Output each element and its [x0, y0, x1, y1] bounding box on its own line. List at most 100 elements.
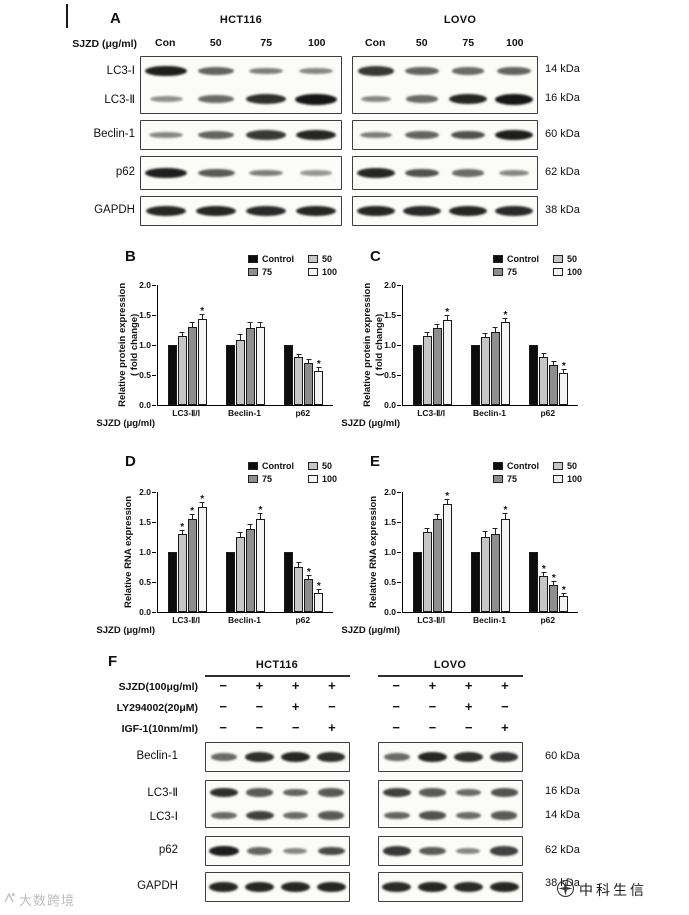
lane — [491, 197, 537, 225]
lane — [486, 781, 522, 804]
x-axis-label: SJZD (μg/ml) — [341, 418, 400, 429]
band — [149, 131, 183, 139]
bar-slot — [432, 492, 442, 612]
legend-label: 75 — [262, 267, 273, 277]
error-bar — [482, 333, 488, 337]
error-bar — [296, 353, 302, 357]
band — [198, 67, 234, 75]
y-tick-label: 0.5 — [384, 370, 401, 380]
lane — [451, 743, 487, 771]
bar — [422, 532, 432, 612]
error-bar — [482, 531, 488, 537]
sign-cell: − — [255, 699, 264, 714]
band — [317, 788, 345, 797]
sign-cell: + — [291, 699, 300, 714]
band — [490, 752, 519, 762]
sign-cell: − — [255, 720, 264, 735]
lane — [491, 157, 537, 189]
band — [195, 205, 237, 217]
band — [450, 130, 486, 140]
lane — [353, 121, 399, 149]
blot-gapdh-lovo — [352, 196, 538, 226]
bar-slot — [480, 285, 490, 405]
y-axis: 0.0 0.5 1.0 1.5 2.0 — [119, 280, 157, 410]
treatment-label-ly294002: LY294002(20μM) — [116, 702, 198, 714]
x-category-label: p62 — [295, 408, 311, 418]
y-tick-label: 1.5 — [384, 310, 401, 320]
blot-beclin1-lovo — [378, 742, 523, 772]
group-underline — [205, 675, 350, 677]
blot-lc3-hct116 — [205, 780, 350, 828]
x-axis-categories: LC3-Ⅱ/Ⅰ Beclin-1 p62 — [402, 408, 577, 419]
dose-row-lovo: Con 50 75 100 — [352, 37, 538, 49]
bar — [529, 345, 539, 405]
band — [211, 811, 237, 820]
bar — [412, 552, 422, 612]
bar-slot: * — [177, 492, 187, 612]
lane — [241, 57, 291, 85]
band — [209, 845, 239, 857]
legend-swatch — [493, 475, 503, 483]
x-axis-label: SJZD (μg/ml) — [96, 625, 155, 636]
legend-item: 50 — [308, 461, 352, 471]
band — [497, 67, 531, 75]
error-bar — [541, 353, 547, 357]
y-tick-label: 1.0 — [139, 340, 156, 350]
lane — [242, 837, 278, 865]
bar-slot: * — [442, 492, 452, 612]
lane — [191, 157, 241, 189]
lane — [206, 781, 242, 804]
band — [405, 67, 439, 75]
significance-star: * — [258, 505, 263, 517]
error-bar — [189, 322, 195, 327]
protein-label-lc3-i: LC3-Ⅰ — [106, 65, 135, 77]
bar-slot — [422, 492, 432, 612]
panel-label-b: B — [125, 248, 136, 265]
kda-label: 60 kDa — [545, 750, 580, 762]
kda-label: 16 kDa — [545, 785, 580, 797]
x-category-label: Beclin-1 — [227, 408, 262, 418]
bar-slot: * — [442, 285, 452, 405]
lane — [313, 781, 349, 804]
bar-slot: * — [314, 285, 324, 405]
treatment-label-sjzd: SJZD(100μg/ml) — [118, 681, 198, 693]
lane — [451, 837, 487, 865]
lane — [278, 837, 314, 865]
bar-slot — [470, 285, 480, 405]
error-bar — [492, 326, 498, 332]
bar — [284, 552, 294, 612]
error-bar — [551, 360, 557, 365]
error-bar — [247, 524, 253, 529]
watermark-left: 大数跨境 — [2, 890, 75, 909]
x-category-label: Beclin-1 — [472, 615, 507, 625]
bar-slot: * — [549, 492, 559, 612]
band — [246, 94, 286, 104]
bar-slot — [245, 492, 255, 612]
kda-label: 62 kDa — [545, 844, 580, 856]
blot-lc3-hct116 — [140, 56, 342, 114]
x-category-label: LC3-Ⅱ/Ⅰ — [172, 408, 201, 418]
lane — [191, 85, 241, 113]
band-row — [141, 197, 341, 225]
lane — [353, 85, 399, 113]
lane — [415, 781, 451, 804]
sign-cell: + — [291, 678, 300, 693]
sign-cell: − — [392, 678, 400, 693]
x-category-label: p62 — [540, 615, 556, 625]
band — [295, 93, 337, 105]
lane — [379, 873, 415, 901]
lane — [278, 804, 314, 827]
band — [494, 93, 534, 105]
legend-item: 100 — [553, 474, 597, 484]
legend-swatch — [308, 255, 318, 263]
panel-label-f: F — [108, 653, 118, 670]
dose-cell: Con — [365, 37, 386, 49]
band-row — [206, 837, 349, 865]
band — [490, 788, 518, 797]
band-row — [379, 837, 522, 865]
bar-slot: * — [559, 285, 569, 405]
lane — [486, 873, 522, 901]
blot-p62-lovo — [378, 836, 523, 866]
blot-beclin1-hct116 — [205, 742, 350, 772]
